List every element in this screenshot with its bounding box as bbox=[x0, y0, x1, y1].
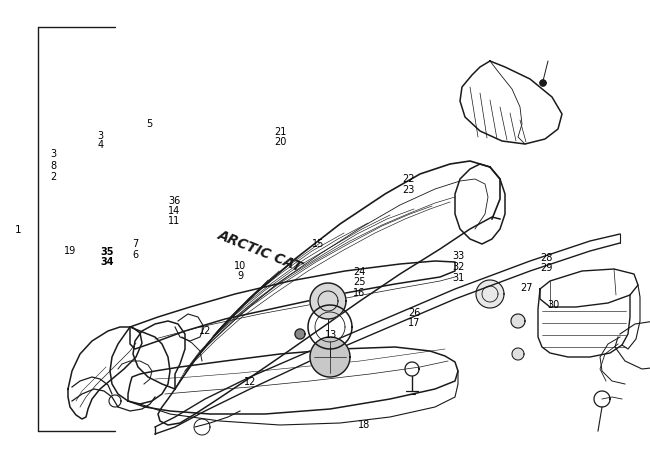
Text: 26: 26 bbox=[408, 307, 421, 317]
Text: 6: 6 bbox=[132, 250, 138, 260]
Text: 34: 34 bbox=[101, 257, 114, 267]
Text: 12: 12 bbox=[198, 325, 211, 336]
Text: ARCTIC CAT: ARCTIC CAT bbox=[216, 227, 304, 274]
Text: 2: 2 bbox=[50, 172, 57, 182]
Text: 16: 16 bbox=[354, 287, 365, 297]
Text: 28: 28 bbox=[540, 252, 552, 262]
Text: 5: 5 bbox=[146, 119, 153, 129]
Text: 11: 11 bbox=[168, 215, 180, 225]
Text: 14: 14 bbox=[168, 205, 180, 215]
Text: 36: 36 bbox=[168, 195, 180, 205]
Polygon shape bbox=[512, 348, 524, 360]
Text: 9: 9 bbox=[237, 270, 244, 280]
Polygon shape bbox=[310, 283, 346, 319]
Text: 23: 23 bbox=[402, 184, 415, 194]
Text: 24: 24 bbox=[353, 267, 366, 277]
Text: 27: 27 bbox=[520, 282, 533, 292]
Text: 8: 8 bbox=[50, 160, 57, 170]
Text: 25: 25 bbox=[353, 277, 366, 287]
Text: 19: 19 bbox=[64, 246, 76, 256]
Text: 32: 32 bbox=[452, 261, 465, 271]
Text: 3: 3 bbox=[50, 149, 57, 159]
Text: 21: 21 bbox=[274, 126, 287, 136]
Polygon shape bbox=[511, 314, 525, 328]
Text: 3: 3 bbox=[98, 130, 104, 140]
Polygon shape bbox=[476, 280, 504, 308]
Text: 12: 12 bbox=[244, 376, 257, 386]
Text: 15: 15 bbox=[312, 238, 325, 248]
Text: 31: 31 bbox=[452, 272, 464, 282]
Text: 30: 30 bbox=[548, 299, 560, 309]
Text: 20: 20 bbox=[274, 136, 287, 146]
Text: 1: 1 bbox=[15, 224, 21, 235]
Text: 18: 18 bbox=[358, 420, 370, 430]
Polygon shape bbox=[295, 329, 305, 339]
Text: 4: 4 bbox=[98, 140, 104, 150]
Polygon shape bbox=[310, 337, 350, 377]
Text: 29: 29 bbox=[540, 262, 552, 272]
Text: 13: 13 bbox=[326, 329, 337, 339]
Text: 7: 7 bbox=[132, 238, 138, 248]
Polygon shape bbox=[540, 81, 546, 87]
Text: 35: 35 bbox=[101, 246, 114, 257]
Text: 22: 22 bbox=[402, 174, 415, 184]
Text: 10: 10 bbox=[235, 260, 246, 270]
Text: 17: 17 bbox=[408, 317, 421, 327]
Text: 33: 33 bbox=[452, 250, 464, 260]
